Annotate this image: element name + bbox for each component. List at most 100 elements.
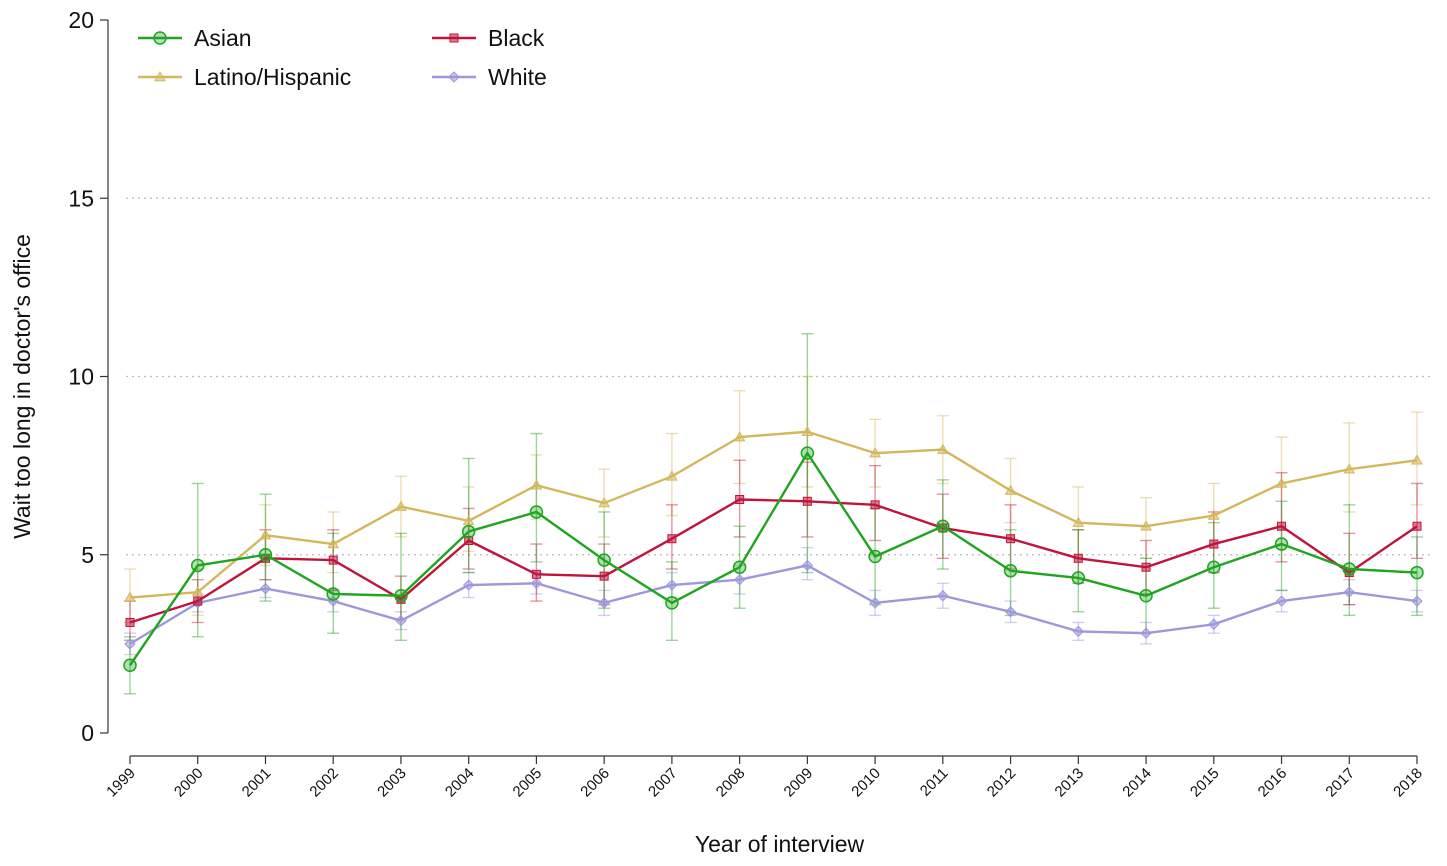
data-point [124,591,136,602]
error-bar [1343,504,1356,617]
x-tick-label: 2004 [442,765,478,801]
data-point [191,586,204,597]
error-bar [1411,482,1423,560]
data-point [193,596,203,606]
data-point [1072,516,1085,527]
x-tick-label: 2008 [713,765,749,801]
data-point [1275,477,1288,488]
data-point [462,514,475,526]
data-point [665,596,679,610]
data-point [1411,454,1423,465]
x-tick-label: 2002 [306,765,342,801]
series-line-white [129,564,1418,645]
data-point [258,548,273,562]
data-point [395,500,407,511]
data-point [937,590,949,602]
data-point [598,597,610,609]
x-tick-label: 2013 [1052,765,1088,801]
data-point [597,553,611,567]
data-point [328,555,338,565]
legend-item: White [432,64,547,90]
error-bar [665,561,678,642]
y-tick-label: 5 [81,542,94,568]
data-point [394,588,408,603]
data-point [326,587,340,601]
data-point [732,560,747,574]
legend-label: White [488,64,547,90]
x-tick-label: 2016 [1255,765,1291,801]
data-point [1343,463,1356,474]
x-tick-label: 2010 [848,765,884,801]
data-point [259,529,272,540]
error-bar [530,432,543,563]
legend-item: Black [432,25,545,51]
data-point [1006,534,1016,544]
error-bar [1207,521,1220,609]
series-line-latino-hispanic [129,430,1418,599]
data-point [531,569,541,579]
error-bar [327,532,340,634]
data-point [599,571,609,581]
data-point [869,597,881,609]
data-point [801,425,814,437]
x-tick-label: 2015 [1187,765,1223,801]
data-point [868,549,882,564]
data-point [259,582,272,595]
y-tick-label: 20 [68,7,94,33]
y-tick-label: 0 [81,720,94,746]
x-tick-label: 2000 [171,765,207,801]
data-point [1004,484,1017,495]
x-tick-label: 2011 [917,765,952,800]
data-point [461,524,476,539]
data-point [1072,625,1085,638]
data-point [190,558,205,573]
data-point [1275,595,1288,607]
data-point [1411,595,1423,607]
data-point [327,538,340,549]
data-point [123,658,137,673]
data-point [125,617,135,627]
data-point [462,579,475,591]
legend-swatch-marker [153,31,167,45]
data-point [598,497,611,508]
data-point [1208,618,1220,630]
legend-swatch-marker [449,33,459,43]
legend-label: Asian [194,25,252,51]
x-tick-label: 2009 [781,765,817,801]
data-point [869,447,881,458]
data-point [735,494,745,504]
data-point [464,535,474,545]
x-tick-label: 2017 [1322,765,1358,801]
x-tick-label: 2001 [239,765,275,801]
x-axis-title: Year of interview [695,831,865,857]
legend-item: Latino/Hispanic [138,64,351,90]
data-point [666,579,678,591]
legend-label: Latino/Hispanic [194,64,351,90]
data-point [733,573,746,586]
data-point [800,446,815,460]
y-tick-label: 15 [68,185,94,211]
data-point [1412,521,1422,531]
legend-swatch-marker [448,71,460,83]
data-point [1003,564,1018,578]
data-point [1207,509,1220,520]
legend-label: Black [488,25,545,51]
data-point [530,479,543,490]
x-tick-label: 2007 [645,765,681,801]
data-point [667,534,677,544]
data-point [1342,562,1357,576]
x-tick-label: 2003 [374,765,410,801]
data-point [1141,562,1151,572]
data-point [1004,606,1017,618]
data-point [870,500,880,510]
data-point [529,505,544,519]
error-bar [1072,529,1085,613]
data-point [1274,537,1289,551]
data-point [124,638,136,650]
x-tick-label: 2005 [510,765,546,801]
error-bar [1275,500,1288,592]
y-axis-title: Wait too long in doctor's office [9,234,35,539]
y-tick-label: 10 [68,364,94,390]
series-line-asian [129,451,1418,666]
